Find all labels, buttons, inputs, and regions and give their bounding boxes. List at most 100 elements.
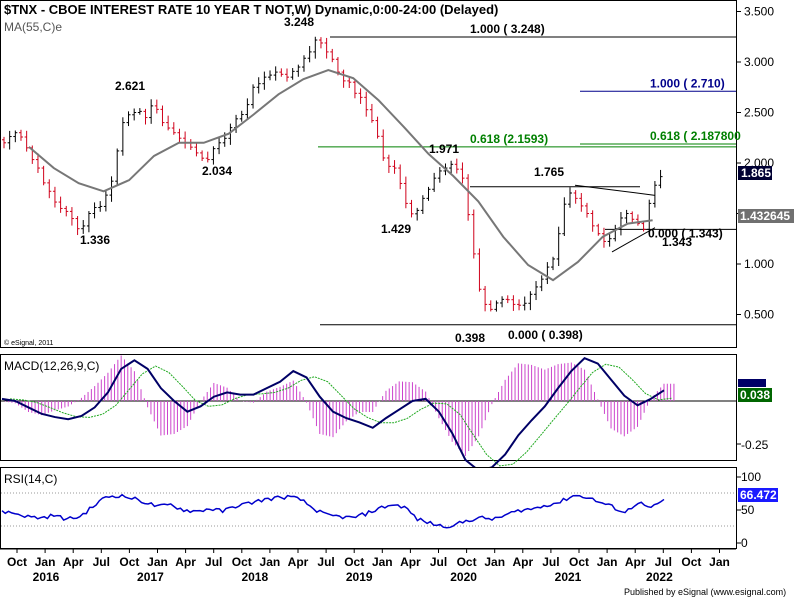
price-candle bbox=[171, 122, 176, 135]
month-label: Jan bbox=[35, 555, 56, 569]
rsi-value-tag: 66.472 bbox=[738, 488, 778, 502]
price-candle bbox=[35, 153, 40, 173]
price-candle bbox=[352, 79, 357, 99]
last-price-tag-box bbox=[738, 166, 772, 180]
month-label: Jan bbox=[484, 555, 505, 569]
price-candle bbox=[466, 174, 471, 221]
price-candle bbox=[296, 64, 301, 77]
price-candle bbox=[194, 142, 199, 157]
year-label: 2019 bbox=[346, 570, 373, 584]
price-tick-label: 2.500 bbox=[744, 106, 774, 120]
month-label: Jul bbox=[317, 555, 334, 569]
swing-label: 1.765 bbox=[534, 165, 564, 179]
price-candle bbox=[217, 136, 222, 155]
price-candle bbox=[647, 199, 652, 234]
rsi-axis: 0 50 100 bbox=[736, 470, 761, 550]
fib-level-label: 0.618 (2.1593) bbox=[470, 132, 548, 146]
price-candle bbox=[568, 187, 572, 208]
price-candle bbox=[528, 291, 533, 311]
month-label: Oct bbox=[457, 555, 477, 569]
price-candle bbox=[483, 285, 488, 312]
price-candle bbox=[137, 108, 142, 115]
price-candle bbox=[251, 84, 256, 109]
swing-label: 1.971 bbox=[429, 142, 459, 156]
fib-level-label: 0.000 ( 0.398) bbox=[508, 328, 583, 342]
last-price-value: 1.865 bbox=[741, 166, 771, 180]
month-label: Jan bbox=[709, 555, 730, 569]
publisher-footer: Published by eSignal (www.esignal.com) bbox=[624, 587, 786, 597]
month-label: Apr bbox=[175, 555, 196, 569]
price-candle bbox=[494, 300, 499, 312]
price-tick-label: 3.500 bbox=[744, 5, 774, 19]
price-candle bbox=[460, 162, 465, 184]
price-candle bbox=[7, 130, 12, 150]
price-candle bbox=[449, 160, 454, 174]
price-candle bbox=[92, 202, 97, 219]
price-candle bbox=[505, 295, 510, 304]
price-candle bbox=[347, 77, 352, 88]
price-candle bbox=[488, 300, 493, 312]
price-candle bbox=[420, 195, 425, 214]
rsi-panel: RSI(14,C) 0 50 100 66.472 bbox=[0, 467, 778, 550]
price-candle bbox=[641, 221, 646, 232]
swing-label: 0.398 bbox=[455, 331, 485, 345]
macd-value-tag-box bbox=[738, 388, 772, 402]
triangle-upper-line bbox=[574, 184, 656, 196]
price-candle bbox=[386, 154, 391, 173]
swing-label: 1.429 bbox=[381, 222, 411, 236]
month-label: Apr bbox=[625, 555, 646, 569]
price-candle bbox=[415, 207, 420, 221]
price-candle bbox=[607, 234, 612, 247]
swing-label: 2.621 bbox=[115, 79, 145, 93]
price-candle bbox=[522, 296, 527, 311]
price-candle bbox=[517, 299, 522, 311]
price-candle bbox=[285, 68, 289, 82]
price-candle bbox=[279, 68, 284, 77]
month-label: Oct bbox=[7, 555, 27, 569]
price-candle bbox=[545, 262, 550, 285]
price-candle bbox=[200, 150, 205, 161]
rsi-panel-frame bbox=[0, 467, 737, 549]
price-candle bbox=[64, 205, 69, 217]
price-candle bbox=[149, 99, 154, 124]
rsi-line bbox=[1, 493, 665, 529]
price-candle bbox=[166, 115, 171, 131]
fibonacci-lines bbox=[318, 36, 736, 326]
swing-labels: 1.336 2.621 2.034 3.248 1.429 1.971 0.398 1.765… bbox=[80, 15, 692, 345]
price-candle bbox=[596, 223, 601, 236]
price-candle bbox=[143, 108, 148, 125]
price-candle bbox=[500, 296, 505, 308]
swing-label: 3.248 bbox=[284, 15, 314, 29]
price-candle bbox=[432, 172, 437, 192]
fib-level-label: 0.618 ( 2.187800 bbox=[650, 129, 741, 143]
month-label: Jan bbox=[260, 555, 281, 569]
price-candle bbox=[584, 202, 589, 218]
price-candle bbox=[403, 176, 408, 209]
month-label: Apr bbox=[63, 555, 84, 569]
price-candle bbox=[341, 69, 346, 88]
price-candle bbox=[590, 210, 595, 232]
rsi-last-value: 66.472 bbox=[740, 488, 777, 502]
macd-tick-label: -0.25 bbox=[741, 438, 769, 452]
price-candle bbox=[562, 197, 567, 236]
price-candle bbox=[18, 129, 23, 141]
price-candle bbox=[652, 181, 657, 208]
price-candle bbox=[364, 91, 369, 117]
price-candle bbox=[245, 98, 250, 120]
price-candle bbox=[551, 256, 556, 271]
price-candle bbox=[120, 117, 125, 156]
month-label: Apr bbox=[512, 555, 533, 569]
price-candle bbox=[635, 214, 640, 226]
price-candle bbox=[52, 186, 57, 208]
price-candle bbox=[426, 186, 431, 201]
year-label: 2022 bbox=[646, 570, 673, 584]
price-candle bbox=[307, 46, 312, 63]
price-candle bbox=[658, 169, 663, 189]
moving-average-line bbox=[28, 69, 653, 282]
year-label: 2016 bbox=[33, 570, 60, 584]
month-label: Oct bbox=[232, 555, 252, 569]
swing-label: 2.034 bbox=[202, 164, 232, 178]
rsi-tick-label: 100 bbox=[741, 470, 761, 484]
price-candle bbox=[2, 136, 6, 149]
rsi-value-tag-box bbox=[738, 488, 778, 502]
